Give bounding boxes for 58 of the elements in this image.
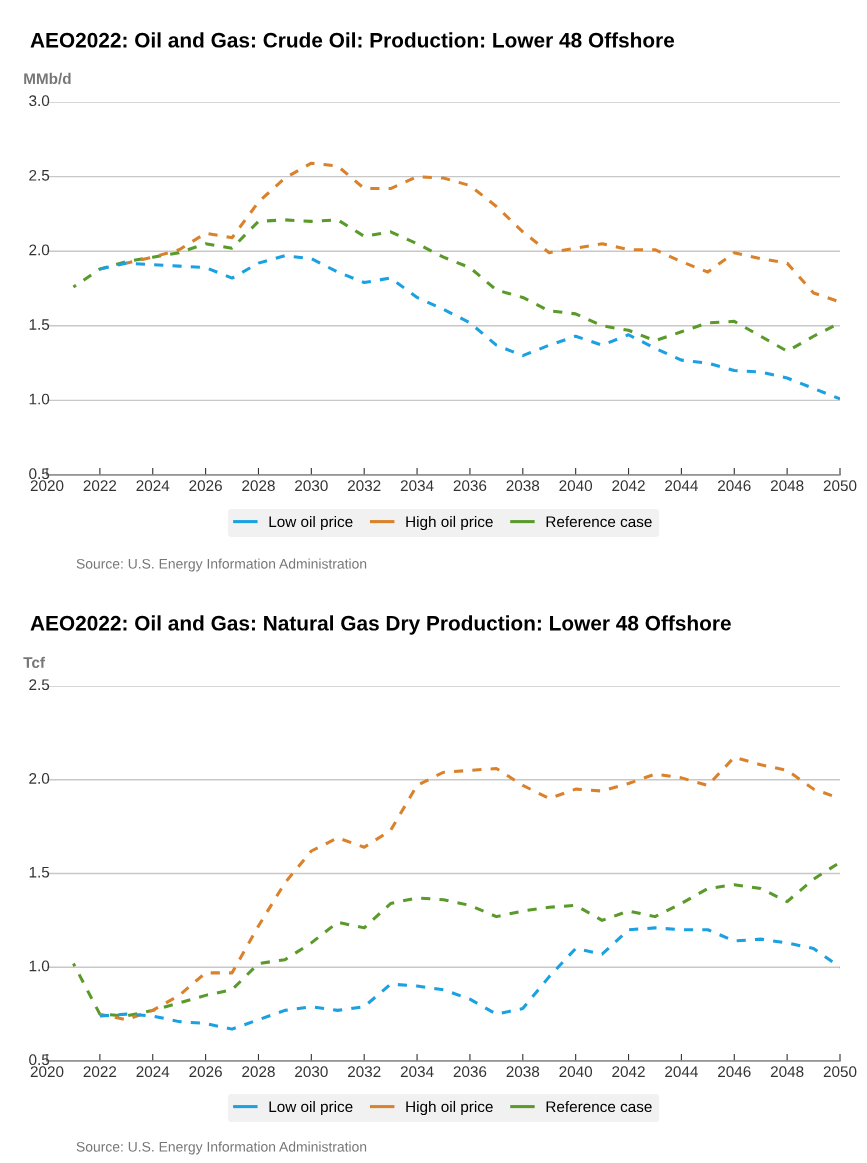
x-tick-label: 2022 bbox=[83, 480, 117, 492]
source-note: Source: U.S. Energy Information Administration bbox=[76, 1141, 367, 1155]
legend-label: Low oil price bbox=[269, 1100, 353, 1116]
x-tick-label: 2034 bbox=[400, 1066, 434, 1078]
x-tick-label: 2026 bbox=[189, 480, 222, 492]
x-tick-label: 2038 bbox=[506, 1066, 540, 1078]
y-tick-label: 2.0 bbox=[29, 244, 50, 256]
x-tick-label: 2032 bbox=[347, 1066, 381, 1078]
line-series bbox=[124, 161, 840, 304]
y-tick-label: 2.5 bbox=[29, 679, 50, 691]
y-tick-label: 0.5 bbox=[29, 1054, 50, 1066]
legend-label: Reference case bbox=[546, 1100, 652, 1113]
x-tick-label: 2044 bbox=[665, 480, 698, 492]
x-tick-label: 2042 bbox=[612, 1066, 645, 1078]
x-tick-label: 2036 bbox=[453, 480, 487, 492]
x-tick-label: 2040 bbox=[559, 480, 593, 492]
y-tick-label: 1.0 bbox=[29, 960, 50, 972]
x-tick-label: 2024 bbox=[136, 1066, 170, 1078]
legend-label: High oil price bbox=[406, 515, 493, 531]
y-tick-label: 3.0 bbox=[29, 95, 50, 107]
chart-title: AEO2022: Oil and Gas: Natural Gas Dry Production: Lower 48 Offshore bbox=[30, 615, 731, 635]
x-tick-label: 2040 bbox=[559, 1066, 593, 1078]
x-tick-label: 2024 bbox=[136, 480, 170, 492]
y-axis-title: Tcf bbox=[23, 656, 46, 668]
line-series bbox=[71, 860, 840, 1018]
x-tick-label: 2050 bbox=[823, 480, 857, 492]
x-tick-label: 2030 bbox=[295, 480, 328, 492]
x-tick-label: 2030 bbox=[295, 1066, 328, 1078]
legend-label: Low oil price bbox=[269, 515, 353, 531]
x-tick-label: 2046 bbox=[718, 1066, 751, 1078]
x-tick-label: 2048 bbox=[770, 1066, 804, 1078]
x-tick-label: 2038 bbox=[506, 480, 540, 492]
x-tick-label: 2050 bbox=[823, 1066, 857, 1078]
x-tick-label: 2048 bbox=[770, 480, 804, 492]
x-tick-label: 2020 bbox=[30, 1066, 64, 1078]
x-tick-label: 2044 bbox=[665, 1066, 698, 1078]
chart-title: AEO2022: Oil and Gas: Crude Oil: Production: Lower 48 Offshore bbox=[30, 32, 675, 48]
x-tick-label: 2028 bbox=[242, 1066, 275, 1078]
y-tick-label: 2.0 bbox=[29, 773, 50, 784]
x-tick-label: 2022 bbox=[83, 1066, 117, 1078]
x-tick-label: 2036 bbox=[453, 1066, 487, 1078]
x-tick-label: 2032 bbox=[347, 480, 381, 492]
x-tick-label: 2046 bbox=[718, 480, 751, 492]
x-tick-label: 2020 bbox=[30, 480, 64, 492]
x-tick-label: 2034 bbox=[400, 480, 434, 492]
legend-label: Reference case bbox=[546, 515, 652, 528]
x-tick-label: 2028 bbox=[242, 480, 275, 492]
y-tick-label: 1.5 bbox=[29, 319, 50, 330]
legend-label: High oil price bbox=[406, 1100, 493, 1116]
x-tick-label: 2042 bbox=[612, 480, 645, 492]
x-tick-label: 2026 bbox=[189, 1066, 222, 1078]
y-tick-label: 2.5 bbox=[29, 169, 50, 181]
line-series bbox=[98, 254, 840, 401]
y-tick-label: 1.5 bbox=[29, 866, 50, 878]
source-note: Source: U.S. Energy Information Administration bbox=[76, 558, 367, 572]
y-axis-title: MMb/d bbox=[24, 72, 71, 85]
y-tick-label: 0.5 bbox=[29, 468, 50, 480]
y-tick-label: 1.0 bbox=[29, 393, 50, 405]
